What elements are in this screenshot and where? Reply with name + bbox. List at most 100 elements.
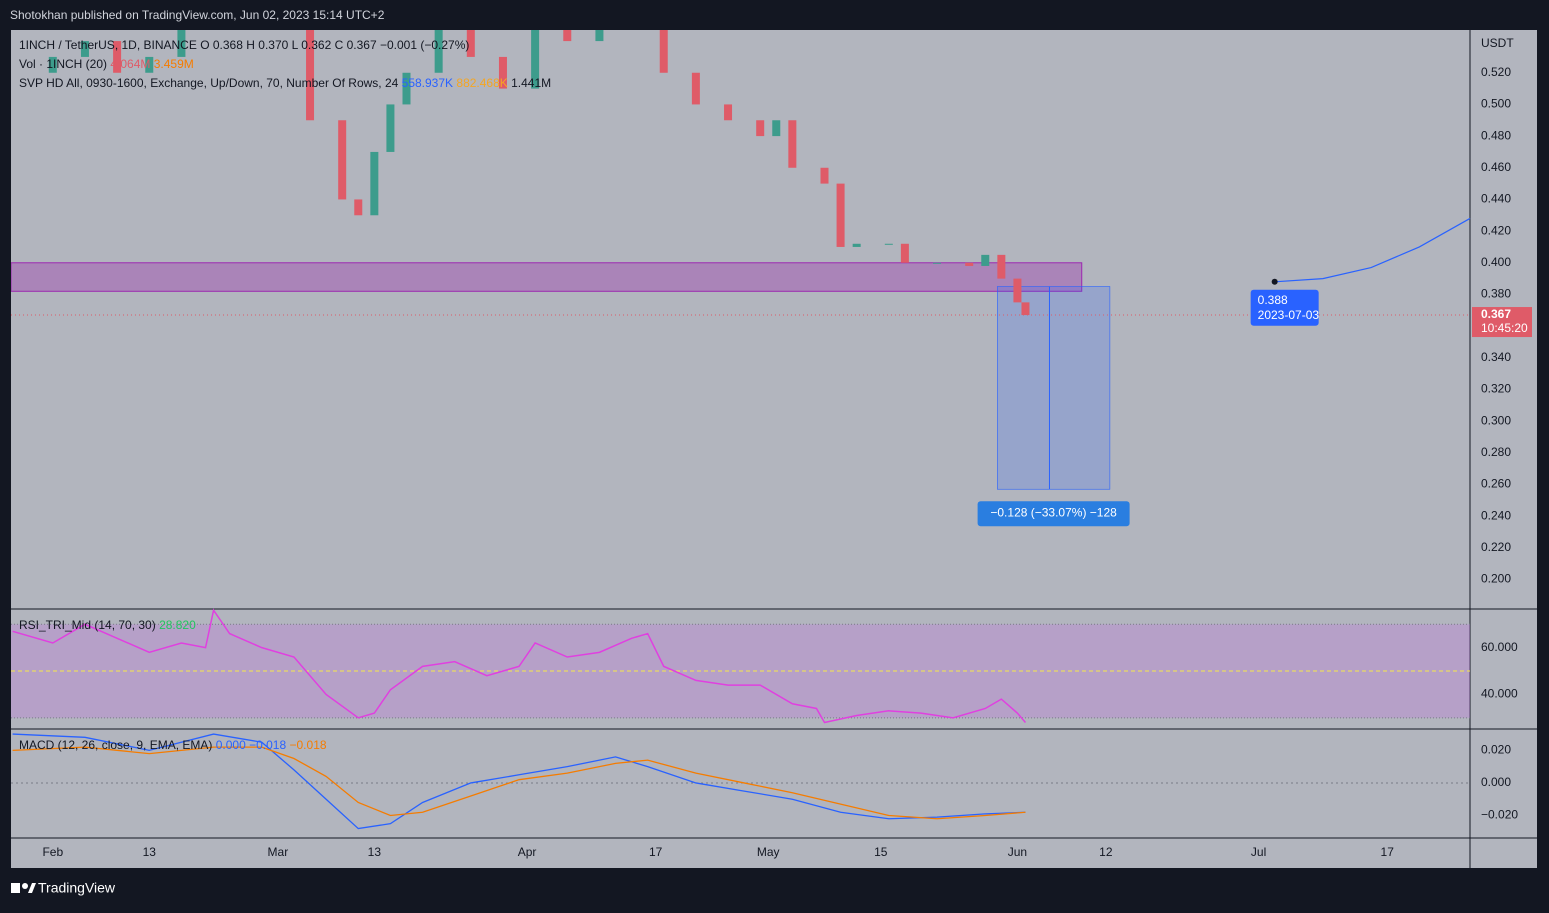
y-tick-label: 0.380: [1481, 287, 1511, 301]
candle: [1021, 302, 1030, 316]
legend-item: O: [200, 38, 209, 52]
candle: [80, 41, 89, 57]
legend-item: C: [335, 38, 344, 52]
legend-item: SVP HD All, 0930-1600, Exchange, Up/Down…: [19, 76, 399, 90]
candle: [724, 104, 733, 121]
position-label: −0.128 (−33.07%) −128: [990, 505, 1117, 519]
candle: [563, 30, 572, 42]
candle: [145, 56, 154, 73]
position-box: [997, 286, 1111, 490]
zone: [11, 262, 1083, 292]
candle: [177, 30, 186, 57]
legend-item: 0.370: [258, 38, 288, 52]
marker-date: 2023-07-03: [1258, 308, 1320, 322]
candle: [531, 30, 540, 89]
legend-item: RSI_TRI_Mid (14, 70, 30): [19, 618, 156, 632]
legend: RSI_TRI_Mid (14, 70, 30) 28.820: [19, 618, 196, 632]
footer-brand[interactable]: TradingView: [38, 880, 116, 896]
candle: [338, 120, 347, 200]
marker-label-bg: [1250, 289, 1319, 326]
candle: [402, 72, 411, 105]
y-tick-label: 0.000: [1481, 775, 1511, 789]
legend-item: 882.468K: [456, 76, 507, 90]
y-tick-label: 0.320: [1481, 382, 1511, 396]
marker-value: 0.388: [1258, 293, 1288, 307]
legend: Vol · 1INCH (20) 4.064M 3.459M: [19, 57, 194, 71]
position-label-bg: [977, 501, 1130, 527]
header-title: Shotokhan published on TradingView.com, …: [10, 8, 385, 22]
candle: [997, 254, 1006, 279]
y-tick-label: 40.000: [1481, 687, 1518, 701]
x-tick-label: Jun: [1008, 845, 1027, 859]
candle: [981, 254, 990, 266]
candle: [852, 243, 861, 247]
legend-item: 3.459M: [154, 57, 194, 71]
footer-logo: [11, 883, 36, 893]
x-tick-label: 15: [874, 845, 888, 859]
candle: [498, 56, 507, 89]
legend-item: −0.018: [290, 738, 327, 752]
legend-item: −0.001 (−0.27%): [380, 38, 469, 52]
candle: [691, 72, 700, 105]
y-tick-label: 0.340: [1481, 350, 1511, 364]
y-tick-label: 0.480: [1481, 128, 1511, 142]
unit-label: USDT: [1481, 36, 1514, 50]
y-tick-label: 0.020: [1481, 743, 1511, 757]
y-tick-label: 0.520: [1481, 65, 1511, 79]
candle: [48, 56, 57, 73]
candle: [659, 30, 668, 73]
candle: [933, 262, 942, 264]
legend-item: 1INCH / TetherUS, 1D, BINANCE: [19, 38, 197, 52]
price-pane: [11, 30, 1470, 490]
legend-item: 1.441M: [511, 76, 551, 90]
candle: [354, 199, 363, 216]
y-tick-label: 0.240: [1481, 508, 1511, 522]
candle: [772, 120, 781, 137]
x-tick-label: 17: [649, 845, 663, 859]
y-tick-label: 0.460: [1481, 160, 1511, 174]
rsi-line: [12, 608, 1027, 724]
macd-line: [12, 746, 1026, 820]
legend-item: L: [292, 38, 299, 52]
projection-line: [1274, 217, 1471, 283]
candle: [900, 243, 909, 263]
y-tick-label: 0.440: [1481, 192, 1511, 206]
last-price-tag: [1472, 307, 1532, 338]
x-tick-label: 13: [368, 845, 382, 859]
y-tick-label: 0.300: [1481, 413, 1511, 427]
x-tick-label: Apr: [518, 845, 537, 859]
chart-area: [11, 30, 1537, 868]
candle: [788, 120, 797, 168]
candle: [370, 151, 379, 216]
candle: [113, 41, 122, 73]
legend-item: 4.064M: [110, 57, 150, 71]
legend-item: MACD (12, 26, close, 9, EMA, EMA): [19, 738, 212, 752]
macd-line: [12, 733, 1026, 830]
legend-item: 558.937K: [402, 76, 453, 90]
legend-item: H: [246, 38, 255, 52]
y-tick-label: −0.020: [1481, 808, 1518, 822]
legend-item: 0.368: [213, 38, 243, 52]
countdown: 10:45:20: [1481, 321, 1528, 335]
legend-item: 0.000: [216, 738, 246, 752]
candle: [434, 30, 443, 73]
x-tick-label: 12: [1099, 845, 1113, 859]
candle: [595, 30, 604, 42]
candle: [965, 262, 974, 266]
legend: MACD (12, 26, close, 9, EMA, EMA) 0.000 …: [19, 738, 327, 752]
y-tick-label: 0.280: [1481, 445, 1511, 459]
legend-item: 0.362: [301, 38, 331, 52]
x-tick-label: 17: [1381, 845, 1395, 859]
candle: [884, 243, 893, 245]
y-tick-label: 0.200: [1481, 572, 1511, 586]
candle: [1013, 278, 1022, 303]
last-price: 0.367: [1481, 307, 1511, 321]
legend-item: 28.820: [159, 618, 196, 632]
legend-item: −0.018: [249, 738, 286, 752]
candle: [756, 120, 765, 137]
legend: SVP HD All, 0930-1600, Exchange, Up/Down…: [19, 76, 551, 90]
legend: 1INCH / TetherUS, 1D, BINANCE O 0.368 H …: [19, 38, 469, 52]
candle: [820, 167, 829, 184]
candle: [466, 30, 475, 57]
